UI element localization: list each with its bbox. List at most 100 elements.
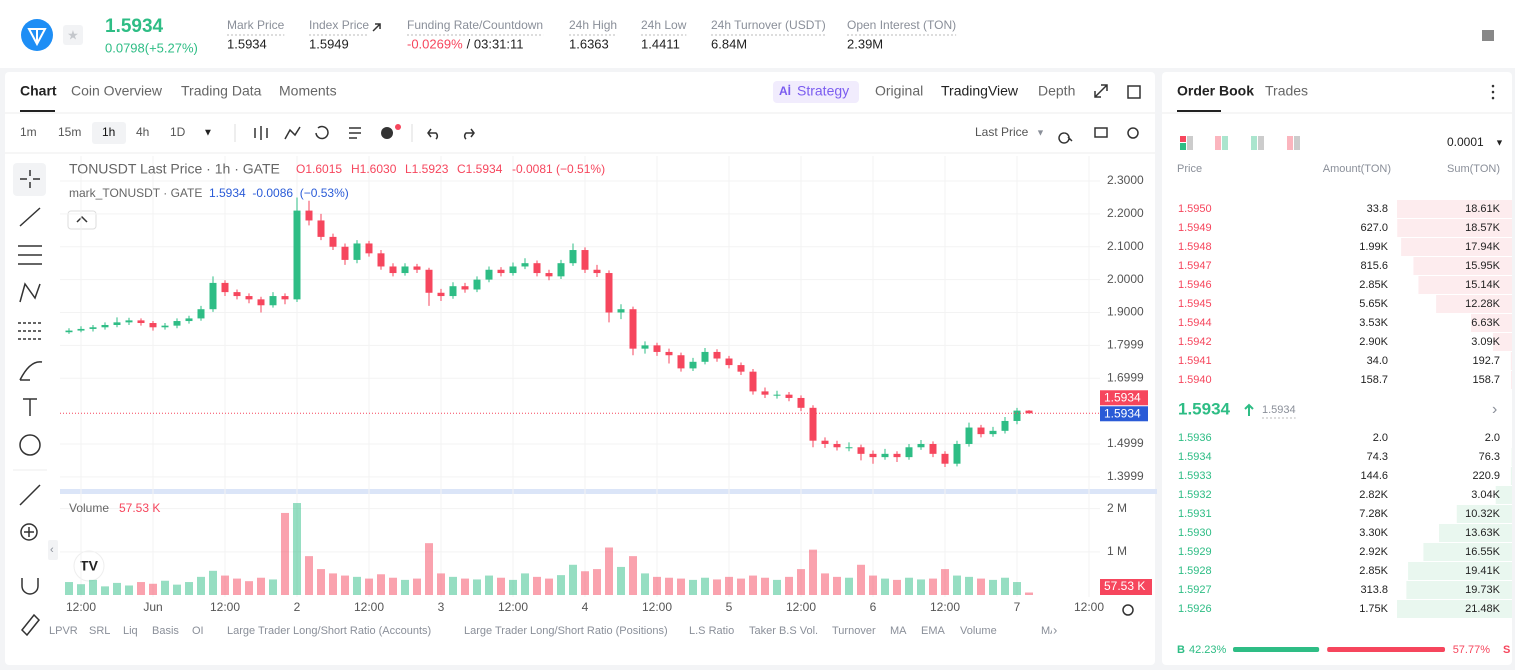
ob-price[interactable]: 1.5949 <box>1178 222 1212 234</box>
view-tab[interactable]: Strategy <box>797 83 849 99</box>
interval[interactable]: 4h <box>136 125 149 139</box>
view-tab[interactable]: Original <box>875 83 923 99</box>
ob-price[interactable]: 1.5932 <box>1178 489 1212 501</box>
ob-price[interactable]: 1.5936 <box>1178 432 1212 444</box>
ob-price[interactable]: 1.5941 <box>1178 355 1212 367</box>
volume-bar <box>329 573 337 595</box>
dropdown[interactable]: ▼ <box>1036 127 1045 137</box>
view-tab[interactable]: Depth <box>1038 83 1075 99</box>
indicator[interactable]: MA <box>890 625 907 637</box>
volume-bar <box>965 576 973 595</box>
volume-bar <box>785 576 793 595</box>
indicator[interactable]: SRL <box>89 625 110 637</box>
ob-price[interactable]: 1.5930 <box>1178 527 1212 539</box>
candle-body <box>569 250 577 264</box>
candle-body <box>665 351 673 356</box>
ob-price[interactable]: 1.5944 <box>1178 317 1212 329</box>
volume-bar <box>989 579 997 595</box>
indicator[interactable]: Large Trader Long/Short Ratio (Accounts) <box>227 625 431 637</box>
candle-body <box>401 266 409 274</box>
ob-amount: 627.0 <box>1360 222 1388 234</box>
indicator[interactable]: Taker B.S Vol. <box>749 625 818 637</box>
indicator[interactable]: L.S Ratio <box>689 625 734 637</box>
candle-body <box>653 345 661 352</box>
stat-label: Index Price <box>309 18 369 32</box>
ob-price[interactable]: 1.5931 <box>1178 508 1212 520</box>
view-tab[interactable]: TradingView <box>941 83 1019 99</box>
ob-price[interactable]: 1.5946 <box>1178 279 1212 291</box>
ob-price[interactable]: 1.5950 <box>1178 203 1212 215</box>
ob-price[interactable]: 1.5940 <box>1178 374 1212 386</box>
indicator[interactable]: MACD <box>1041 625 1073 637</box>
candle-body <box>737 365 745 372</box>
ob-price[interactable]: 1.5928 <box>1178 565 1212 577</box>
precision[interactable]: 0.0001 <box>1447 135 1484 149</box>
ob-tab[interactable]: Trades <box>1265 83 1308 99</box>
candle-body <box>425 269 433 293</box>
top-bar <box>0 0 1515 68</box>
indicator[interactable]: Volume <box>960 625 997 637</box>
indicator[interactable]: Basis <box>152 625 179 637</box>
volume-bar <box>209 570 217 595</box>
volume-bar <box>521 573 529 595</box>
strategy-pill[interactable] <box>773 81 859 103</box>
ob-amount: 2.85K <box>1359 565 1388 577</box>
depth-bar <box>1439 524 1512 542</box>
ob-price[interactable]: 1.5947 <box>1178 260 1212 272</box>
indicator[interactable]: Large Trader Long/Short Ratio (Positions… <box>464 625 668 637</box>
y-tick-label: 2.0000 <box>1107 272 1144 286</box>
ob-sum: 3.04K <box>1471 489 1500 501</box>
ob-sum: 12.28K <box>1465 298 1501 310</box>
interval[interactable]: 15m <box>58 125 81 139</box>
ob-sum: 19.73K <box>1465 584 1501 596</box>
ob-price[interactable]: 1.5933 <box>1178 470 1212 482</box>
ob-price[interactable]: 1.5948 <box>1178 241 1212 253</box>
legend-toggle[interactable] <box>67 210 97 230</box>
more[interactable]: › <box>1053 622 1057 637</box>
interval[interactable]: 1m <box>20 125 37 139</box>
external-icon[interactable] <box>372 23 381 32</box>
ob-price[interactable]: 1.5927 <box>1178 584 1212 596</box>
volume-bar <box>389 577 397 595</box>
chart-tab[interactable]: Moments <box>279 83 337 99</box>
price-type[interactable]: Last Price <box>975 125 1029 139</box>
book-icon[interactable] <box>1482 30 1494 41</box>
depth-bar <box>1511 371 1512 389</box>
candle-body <box>185 318 193 322</box>
indicator[interactable]: LPVR <box>49 625 78 637</box>
depth-bar <box>1413 257 1512 275</box>
indicator[interactable]: Liq <box>123 625 138 637</box>
candle-body <box>785 394 793 398</box>
indicator[interactable]: OI <box>192 625 204 637</box>
volume-bar <box>713 579 721 595</box>
favorite[interactable] <box>63 25 83 45</box>
candle-body <box>473 279 481 290</box>
volume-bar <box>1013 582 1021 595</box>
collapse[interactable] <box>48 540 58 560</box>
indicator-icon[interactable] <box>381 127 393 139</box>
panel-icons <box>254 84 1495 616</box>
ob-price[interactable]: 1.5945 <box>1178 298 1212 310</box>
interval[interactable]: 1h <box>102 125 115 139</box>
more[interactable]: › <box>1492 401 1497 418</box>
ob-price[interactable]: 1.5942 <box>1178 336 1212 348</box>
chart-tab[interactable]: Chart <box>20 83 57 99</box>
chart-tab[interactable]: Coin Overview <box>71 83 163 99</box>
ob-tab[interactable]: Order Book <box>1177 83 1254 99</box>
indicator[interactable]: Turnover <box>832 625 876 637</box>
chart-tab[interactable]: Trading Data <box>181 83 262 99</box>
dropdown[interactable]: ▼ <box>203 128 213 139</box>
volume-bar <box>557 575 565 595</box>
ob-price[interactable]: 1.5934 <box>1178 451 1212 463</box>
candle-body <box>1001 420 1009 431</box>
dropdown[interactable]: ▼ <box>1495 137 1504 147</box>
volume-bar <box>749 575 757 595</box>
interval[interactable]: 1D <box>170 125 186 139</box>
volume-bar <box>65 582 73 595</box>
candle-body <box>881 453 889 458</box>
volume-bar <box>605 547 613 595</box>
candle-body <box>485 269 493 280</box>
ob-price[interactable]: 1.5926 <box>1178 603 1212 615</box>
ob-price[interactable]: 1.5929 <box>1178 546 1212 558</box>
indicator[interactable]: EMA <box>921 625 946 637</box>
